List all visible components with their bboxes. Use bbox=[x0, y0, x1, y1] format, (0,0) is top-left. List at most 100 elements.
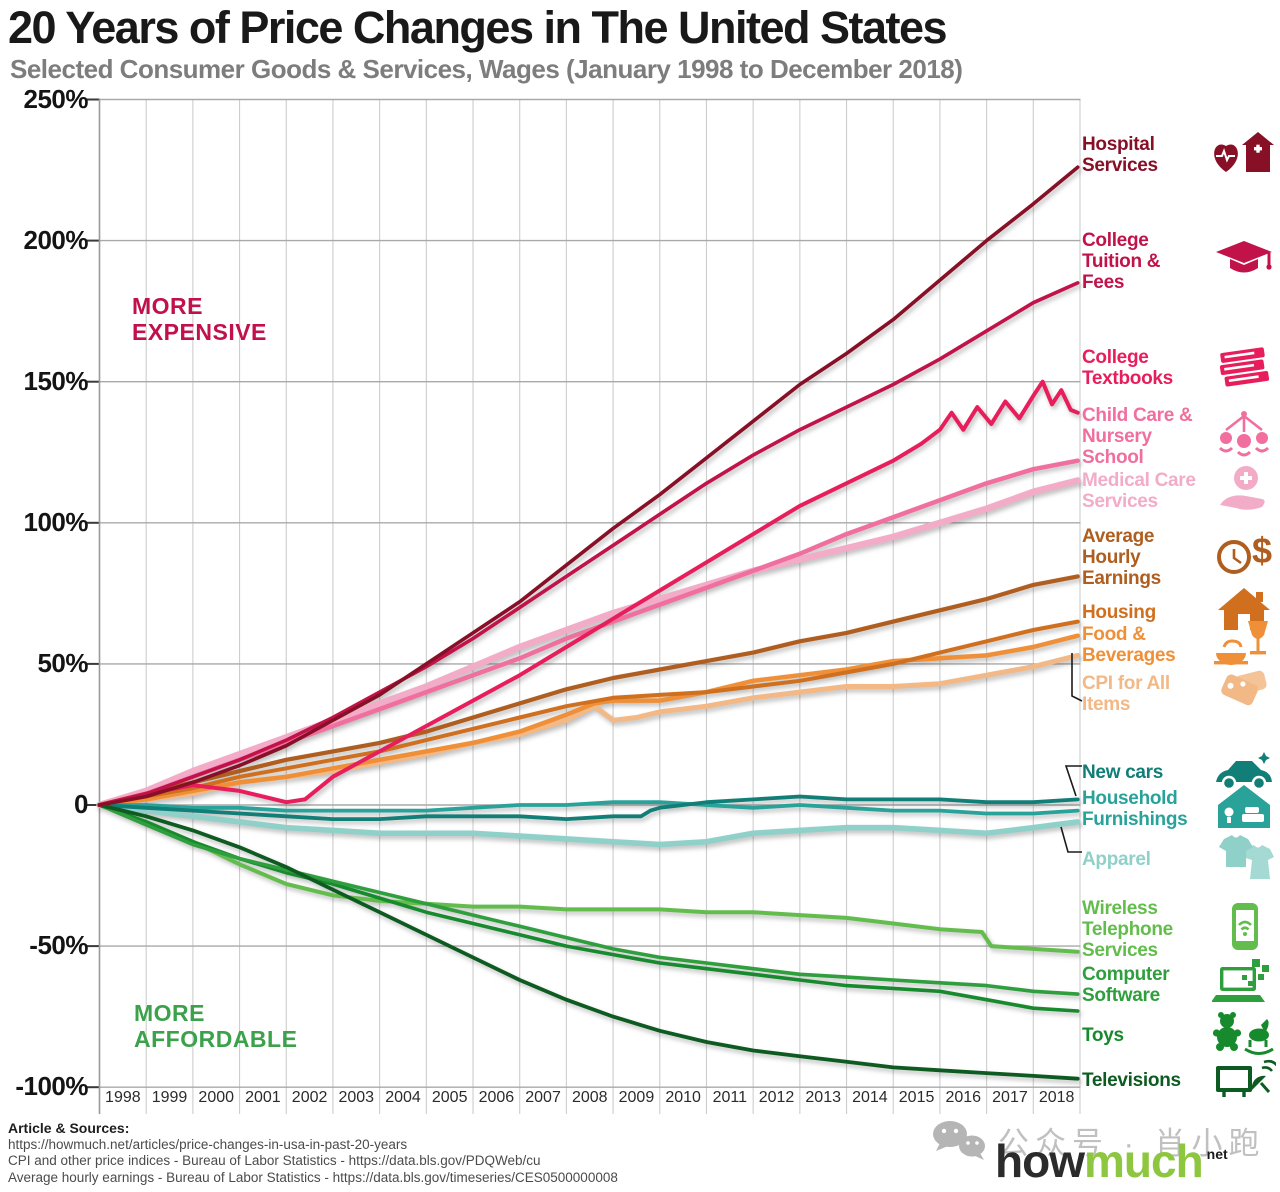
svg-text:$: $ bbox=[1252, 530, 1272, 571]
legend-label-textbooks: College Textbooks bbox=[1082, 347, 1173, 389]
legend-item-wireless: Wireless Telephone Services bbox=[1082, 896, 1278, 962]
howmuch-logo[interactable]: how much net bbox=[995, 1138, 1275, 1190]
wechat-watermark: 公众号 · 肖小跑 bbox=[928, 1118, 1273, 1162]
graduation-cap-icon bbox=[1216, 240, 1272, 272]
legend-item-toys: Toys bbox=[1082, 1011, 1278, 1058]
toys-icon bbox=[1212, 1011, 1274, 1055]
series-line-food bbox=[97, 633, 1080, 808]
source-link-article[interactable]: https://howmuch.net/articles/price-chang… bbox=[8, 1136, 408, 1152]
legend-label-hospital: Hospital Services bbox=[1082, 134, 1158, 176]
legend-icon-wrap-cpi bbox=[1212, 666, 1276, 723]
x-axis-label: 2001 bbox=[245, 1089, 281, 1106]
series-line-textbooks bbox=[97, 379, 1080, 807]
television-icon bbox=[1216, 1059, 1280, 1097]
x-axis-label: 2003 bbox=[338, 1089, 375, 1106]
x-axis-label: 2005 bbox=[431, 1089, 468, 1106]
series-line-hospital bbox=[97, 165, 1080, 807]
legend-icon-wrap-newcars bbox=[1212, 744, 1276, 801]
page-title: 20 Years of Price Changes in The United … bbox=[8, 2, 948, 53]
legend-item-tuition: College Tuition & Fees bbox=[1082, 227, 1278, 295]
clock-dollar-icon: $ bbox=[1217, 530, 1272, 574]
legend-icon-wrap-toys bbox=[1212, 1007, 1276, 1064]
x-axis-label: 2015 bbox=[898, 1089, 935, 1106]
x-axis-label: 2011 bbox=[712, 1089, 748, 1106]
sources-heading: Article & Sources: bbox=[8, 1120, 130, 1136]
legend-icon-wrap-tuition bbox=[1212, 233, 1276, 290]
y-axis-label: 200% bbox=[23, 224, 89, 255]
x-axis-label: 2017 bbox=[992, 1089, 1028, 1106]
y-axis-label: 100% bbox=[23, 506, 89, 537]
watermark-text: 公众号 · 肖小跑 bbox=[998, 1125, 1266, 1161]
gridlines bbox=[87, 98, 1081, 1114]
legend-item-hospital: Hospital Services bbox=[1082, 131, 1278, 179]
callout-line-cpi bbox=[1071, 653, 1083, 702]
legend-item-software: Computer Software bbox=[1082, 958, 1278, 1008]
x-axis-label: 2007 bbox=[525, 1089, 561, 1106]
household-furnishings-icon bbox=[1218, 784, 1270, 828]
legend-label-housing: Housing bbox=[1082, 601, 1156, 623]
series-line-medical bbox=[96, 477, 1081, 809]
logo-net: net bbox=[1206, 1146, 1228, 1162]
annotation-more-affordable: MORE AFFORDABLE bbox=[134, 1000, 298, 1053]
legend-icon-wrap-hospital bbox=[1212, 127, 1276, 184]
legend-label-household: Household Furnishings bbox=[1082, 788, 1188, 830]
x-axis-label: 2012 bbox=[758, 1089, 795, 1106]
legend-item-childcare: Child Care & Nursery School bbox=[1082, 403, 1278, 469]
y-axis-label: -50% bbox=[29, 930, 88, 961]
y-axis-label: -100% bbox=[15, 1071, 88, 1102]
x-axis-label: 2013 bbox=[805, 1089, 841, 1106]
annotation-more-expensive: MORE EXPENSIVE bbox=[132, 293, 267, 346]
legend-callout-lines bbox=[1060, 653, 1083, 853]
new-car-icon bbox=[1216, 751, 1272, 790]
y-axis-label: 250% bbox=[23, 83, 89, 114]
series-line-household bbox=[97, 800, 1080, 816]
x-axis-label: 2009 bbox=[618, 1089, 655, 1106]
legend-label-cpi: CPI for All Items bbox=[1082, 673, 1170, 715]
series-line-newcars bbox=[97, 794, 1080, 821]
legend-item-newcars: New cars bbox=[1082, 751, 1278, 792]
y-axis-label: 50% bbox=[37, 647, 88, 678]
legend-icon-wrap-ahe: $ bbox=[1212, 529, 1276, 586]
source-link-earnings[interactable]: Average hourly earnings - Bureau of Labo… bbox=[8, 1169, 618, 1185]
sources-footer: Article & Sources: https://howmuch.net/a… bbox=[8, 1120, 618, 1186]
callout-line-newcars bbox=[1064, 765, 1082, 797]
legend-item-household: Household Furnishings bbox=[1082, 784, 1278, 832]
series-line-housing bbox=[97, 619, 1080, 807]
source-link-cpi[interactable]: CPI and other price indices - Bureau of … bbox=[8, 1153, 541, 1168]
x-axis-label: 2014 bbox=[852, 1089, 888, 1106]
legend-label-wireless: Wireless Telephone Services bbox=[1082, 897, 1173, 961]
legend-label-software: Computer Software bbox=[1082, 964, 1170, 1006]
legend-icon-wrap-wireless bbox=[1212, 901, 1276, 958]
legend-label-apparel: Apparel bbox=[1082, 848, 1151, 870]
legend-item-food: Food & Beverages bbox=[1082, 620, 1278, 668]
x-axis-label: 1999 bbox=[151, 1089, 188, 1106]
x-axis-label: 2018 bbox=[1038, 1089, 1075, 1106]
x-axis-label: 2010 bbox=[665, 1089, 701, 1106]
y-axis-label: 0 bbox=[74, 789, 88, 819]
legend-icon-wrap-household bbox=[1212, 781, 1276, 838]
legend-label-tv: Televisions bbox=[1082, 1069, 1181, 1091]
apparel-icon bbox=[1219, 834, 1274, 879]
series-line-apparel bbox=[96, 802, 1081, 848]
legend-item-textbooks: College Textbooks bbox=[1082, 345, 1278, 391]
legend-item-medical: Medical Care Services bbox=[1082, 465, 1278, 514]
legend-icon-wrap-apparel bbox=[1212, 831, 1276, 888]
textbooks-icon bbox=[1219, 346, 1270, 386]
series-line-ahe bbox=[97, 574, 1080, 808]
legend-icon-wrap-housing bbox=[1212, 584, 1276, 641]
y-axis-label: 150% bbox=[23, 365, 89, 396]
price-tags-icon bbox=[1221, 670, 1267, 705]
x-axis-label: 2000 bbox=[198, 1089, 235, 1106]
house-icon bbox=[1218, 587, 1270, 630]
legend-item-tv: Televisions bbox=[1082, 1059, 1280, 1100]
x-axis-label: 2006 bbox=[478, 1089, 515, 1106]
x-axis-label: 2016 bbox=[945, 1089, 982, 1106]
wechat-icon bbox=[933, 1121, 985, 1160]
legend-item-housing: Housing bbox=[1082, 587, 1278, 632]
medical-care-icon bbox=[1220, 465, 1265, 510]
legend-icon-wrap-software bbox=[1211, 957, 1276, 1014]
legend-label-toys: Toys bbox=[1082, 1024, 1124, 1046]
legend-label-childcare: Child Care & Nursery School bbox=[1082, 404, 1193, 468]
series-line-tv bbox=[97, 803, 1080, 1081]
